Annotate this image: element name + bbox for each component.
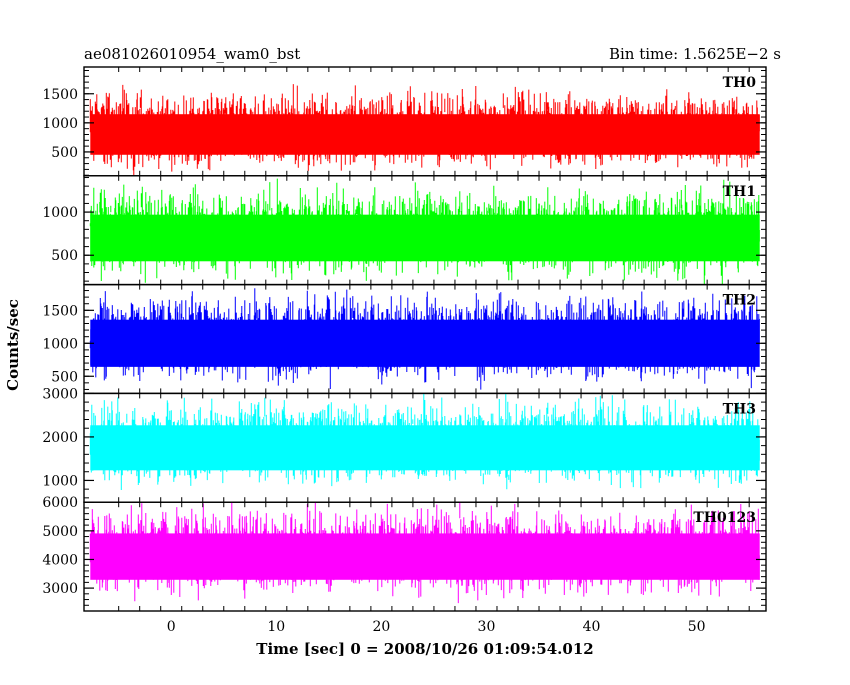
x-tick-label: 50	[688, 619, 706, 635]
x-axis: 0 10 20 30 40 50	[167, 619, 706, 635]
x-tick-label: 10	[267, 619, 285, 635]
y-tick-label: 2000	[42, 430, 78, 446]
panel-label: TH0123	[693, 510, 756, 526]
y-tick-label: 3000	[42, 386, 78, 402]
y-tick-label: 1000	[42, 205, 78, 221]
panel-th2: 500 1000 1500 TH2	[42, 283, 767, 395]
panel-label: TH2	[723, 293, 756, 309]
y-tick-label: 500	[51, 248, 78, 264]
y-axis-label: Counts/sec	[4, 299, 22, 391]
bin-time-label: Bin time: 1.5625E−2 s	[609, 45, 781, 63]
panel-label: TH0	[723, 75, 757, 91]
panel-th0: 500 1000 1500 TH0	[42, 66, 767, 177]
y-tick-label: 500	[51, 145, 78, 161]
y-tick-label: 1500	[42, 87, 78, 103]
series-th0	[89, 84, 760, 175]
y-tick-label: 1000	[42, 473, 78, 489]
y-tick-label: 500	[51, 369, 78, 385]
x-tick-label: 40	[583, 619, 601, 635]
y-tick-label: 4000	[42, 552, 78, 568]
x-tick-label: 20	[372, 619, 390, 635]
x-axis-label: Time [sec] 0 = 2008/10/26 01:09:54.012	[256, 640, 593, 658]
panel-frame	[83, 501, 767, 612]
series-th1	[89, 178, 760, 285]
x-tick-label: 30	[478, 619, 496, 635]
panel-th1: 500 1000 TH1	[42, 175, 767, 286]
panel-th0123: 3000 4000 5000 6000 TH0123	[42, 495, 767, 612]
series-th3	[89, 393, 760, 490]
y-tick-label: 3000	[42, 581, 78, 597]
y-tick-label: 1500	[42, 303, 78, 319]
y-tick-label: 1000	[42, 336, 78, 352]
y-tick-label: 1000	[42, 116, 78, 132]
series-th0123	[89, 502, 760, 604]
y-tick-label: 5000	[42, 524, 78, 540]
chart-title: ae081026010954_wam0_bst	[84, 45, 300, 63]
panels-layer: 500 1000 1500 TH0 500 1000 TH1 500 1000 1500 TH2 10…	[42, 66, 767, 612]
series-th2	[89, 288, 760, 390]
panel-label: TH1	[723, 184, 756, 200]
panel-th3: 1000 2000 3000 TH3	[42, 386, 767, 503]
y-tick-label: 6000	[42, 495, 78, 511]
panel-label: TH3	[723, 401, 756, 417]
x-tick-label: 0	[167, 619, 176, 635]
